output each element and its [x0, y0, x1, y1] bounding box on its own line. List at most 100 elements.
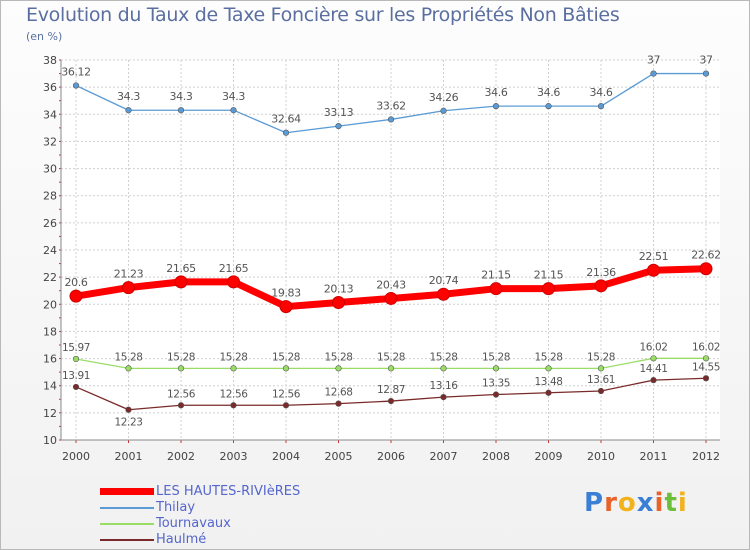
legend-label: Tournavaux	[156, 516, 231, 531]
y-tick-label: 26	[43, 217, 57, 230]
data-point	[702, 375, 710, 382]
data-label: 21.65	[219, 262, 249, 275]
x-tick-label: 2011	[640, 450, 668, 463]
y-tick-label: 10	[43, 434, 57, 447]
data-label: 13.35	[482, 378, 510, 390]
data-point	[282, 365, 290, 372]
data-label: 32.64	[271, 113, 301, 126]
data-label: 15.28	[324, 351, 352, 363]
data-label: 13.61	[587, 374, 615, 386]
data-label: 21.15	[534, 269, 564, 282]
data-point	[650, 377, 657, 384]
data-point	[702, 70, 710, 77]
x-tick-label: 2003	[220, 450, 248, 463]
data-point	[545, 389, 552, 396]
data-label: 15.28	[167, 351, 195, 363]
logo-letter: o	[617, 488, 637, 518]
data-point	[650, 355, 657, 362]
data-point	[335, 365, 342, 372]
data-label: 13.16	[429, 380, 458, 392]
data-point	[597, 387, 605, 395]
y-tick-label: 38	[43, 54, 57, 67]
data-label: 22.62	[691, 249, 721, 262]
data-point	[177, 107, 185, 114]
data-label: 21.23	[114, 268, 144, 281]
data-point	[279, 300, 293, 314]
data-point	[335, 122, 342, 130]
data-point	[72, 355, 80, 363]
data-label: 34.3	[170, 90, 193, 103]
data-point	[125, 107, 132, 114]
data-label: 34.6	[485, 86, 508, 99]
y-unit-label: (en %)	[26, 30, 63, 43]
data-label: 37	[699, 54, 713, 67]
y-tick-label: 30	[43, 163, 57, 176]
data-label: 19.83	[271, 287, 301, 300]
data-label: 15.28	[377, 351, 405, 363]
legend: LES HAUTES-RIVIèRES Thilay Tournavaux Ha…	[100, 484, 340, 548]
y-tick-label: 34	[43, 108, 57, 121]
data-label: 20.13	[324, 283, 354, 296]
y-tick-label: 28	[43, 190, 57, 203]
data-label: 20.43	[376, 278, 406, 291]
x-tick-label: 2010	[587, 450, 615, 463]
legend-swatch	[100, 523, 154, 525]
data-point	[122, 281, 135, 295]
x-tick-label: 2004	[272, 450, 300, 463]
data-label: 15.97	[62, 342, 90, 354]
legend-swatch	[100, 507, 154, 509]
data-point	[384, 291, 398, 305]
data-label: 12.56	[167, 388, 196, 400]
x-tick-label: 2000	[62, 450, 90, 463]
data-label: 36.12	[61, 66, 91, 79]
legend-item-les-hautes-rivieres: LES HAUTES-RIVIèRES	[100, 484, 340, 500]
data-label: 33.13	[324, 106, 354, 119]
data-point	[440, 107, 447, 114]
data-label: 16.02	[639, 341, 667, 353]
data-point	[545, 365, 552, 372]
data-label: 34.6	[590, 86, 613, 99]
data-label: 15.28	[587, 351, 615, 363]
data-label: 13.48	[534, 376, 562, 388]
legend-item-haulme: Haulmé	[100, 532, 340, 548]
data-label: 13.91	[62, 370, 90, 382]
data-point	[492, 103, 500, 110]
legend-swatch	[100, 488, 154, 495]
data-label: 14.55	[692, 361, 720, 373]
x-tick-label: 2002	[167, 450, 195, 463]
data-label: 20.74	[429, 274, 459, 287]
data-point	[650, 70, 657, 77]
data-point	[227, 275, 240, 289]
legend-swatch	[100, 539, 154, 541]
data-label: 33.62	[376, 99, 406, 112]
data-label: 15.28	[534, 351, 562, 363]
data-label: 12.56	[272, 388, 301, 400]
data-point	[702, 355, 710, 362]
data-label: 22.51	[639, 250, 669, 263]
data-label: 15.28	[429, 351, 457, 363]
data-point	[177, 402, 185, 409]
x-tick-label: 2009	[535, 450, 563, 463]
legend-item-thilay: Thilay	[100, 500, 340, 516]
data-point	[597, 365, 605, 372]
y-tick-label: 24	[43, 244, 57, 257]
chart-title: Evolution du Taux de Taxe Foncière sur l…	[26, 4, 620, 26]
x-tick-label: 2007	[430, 450, 458, 463]
y-tick-label: 32	[43, 135, 57, 148]
data-point	[542, 282, 555, 296]
data-point	[647, 263, 660, 277]
data-point	[335, 400, 342, 407]
data-point	[72, 383, 80, 391]
data-point	[72, 82, 80, 89]
data-point	[282, 129, 290, 136]
logo-letter: P	[584, 488, 605, 518]
y-tick-label: 18	[43, 325, 57, 338]
data-point	[387, 365, 395, 372]
y-tick-label: 20	[43, 298, 57, 311]
data-label: 37	[647, 54, 661, 67]
data-point	[282, 402, 290, 409]
data-point	[177, 365, 185, 372]
x-tick-label: 2001	[115, 450, 143, 463]
data-point	[332, 296, 345, 310]
y-tick-label: 14	[43, 380, 57, 393]
